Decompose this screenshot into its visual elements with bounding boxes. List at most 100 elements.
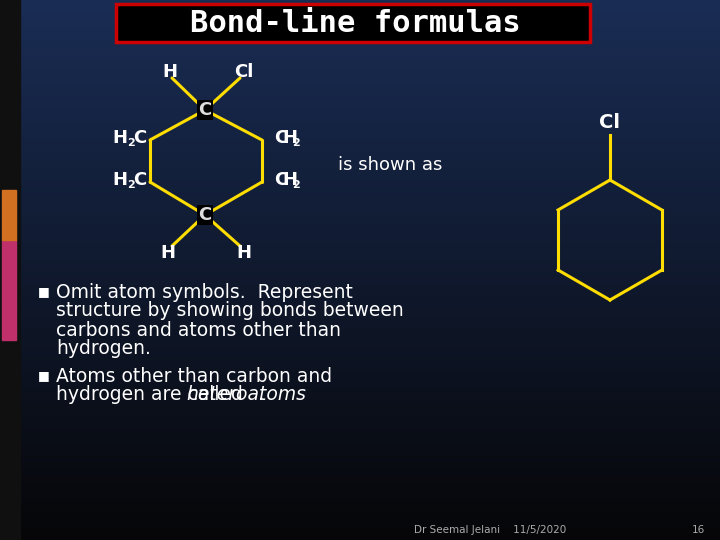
Bar: [0, 31, 720, 36]
Text: ■: ■: [38, 286, 50, 299]
Bar: [0, 28, 720, 32]
Bar: [0, 230, 720, 234]
Bar: [0, 507, 720, 511]
Text: heteroatoms: heteroatoms: [186, 386, 306, 404]
Bar: [0, 262, 720, 266]
Bar: [0, 521, 720, 525]
Bar: [0, 68, 720, 72]
Bar: [0, 0, 720, 4]
Bar: [0, 6, 720, 11]
Bar: [0, 17, 720, 22]
Bar: [0, 129, 720, 133]
Bar: [0, 345, 720, 349]
Bar: [0, 384, 720, 389]
Bar: [0, 392, 720, 396]
Bar: [0, 413, 720, 417]
Bar: [0, 92, 720, 97]
Bar: [0, 219, 720, 223]
Bar: [0, 409, 720, 414]
Bar: [0, 312, 720, 317]
Text: H: H: [236, 244, 251, 262]
Bar: [0, 42, 720, 47]
Bar: [0, 132, 720, 137]
Bar: [0, 200, 720, 205]
Text: carbons and atoms other than: carbons and atoms other than: [56, 321, 341, 340]
Text: Cl: Cl: [234, 63, 253, 81]
Bar: [0, 276, 720, 281]
FancyBboxPatch shape: [116, 4, 590, 42]
Bar: [0, 215, 720, 220]
Bar: [0, 89, 720, 93]
Text: H: H: [282, 129, 297, 147]
Bar: [0, 388, 720, 393]
Bar: [0, 453, 720, 457]
Bar: [0, 183, 720, 187]
Bar: [0, 348, 720, 353]
Bar: [0, 154, 720, 158]
Bar: [0, 535, 720, 540]
Bar: [0, 291, 720, 295]
Bar: [0, 150, 720, 155]
Bar: [0, 427, 720, 432]
Bar: [0, 485, 720, 490]
Bar: [0, 298, 720, 302]
Bar: [0, 165, 720, 169]
Bar: [0, 355, 720, 360]
Text: hydrogen are called: hydrogen are called: [56, 386, 249, 404]
Bar: [0, 395, 720, 400]
Text: H: H: [282, 171, 297, 189]
Bar: [0, 111, 720, 115]
Bar: [0, 100, 720, 104]
Bar: [0, 10, 720, 15]
Bar: [0, 532, 720, 536]
Text: Atoms other than carbon and: Atoms other than carbon and: [56, 367, 332, 386]
Bar: [0, 35, 720, 39]
Bar: [0, 446, 720, 450]
Bar: [0, 237, 720, 241]
Bar: [0, 359, 720, 363]
Bar: [0, 463, 720, 468]
Bar: [0, 197, 720, 201]
Bar: [0, 172, 720, 177]
Bar: [0, 254, 720, 259]
Bar: [0, 338, 720, 342]
Bar: [0, 334, 720, 339]
Bar: [0, 316, 720, 320]
Bar: [0, 71, 720, 76]
Bar: [0, 449, 720, 454]
Text: hydrogen.: hydrogen.: [56, 340, 151, 359]
Bar: [0, 114, 720, 119]
Bar: [0, 514, 720, 518]
Bar: [0, 492, 720, 497]
Bar: [0, 78, 720, 83]
Bar: [0, 161, 720, 166]
Bar: [0, 251, 720, 255]
Bar: [0, 370, 720, 374]
Bar: [0, 0, 20, 540]
Bar: [0, 146, 720, 151]
Bar: [0, 222, 720, 227]
Bar: [0, 528, 720, 533]
Text: ■: ■: [38, 369, 50, 382]
Bar: [0, 21, 720, 25]
Text: structure by showing bonds between: structure by showing bonds between: [56, 301, 404, 321]
Bar: [0, 3, 720, 7]
Bar: [0, 186, 720, 191]
Bar: [0, 362, 720, 367]
Text: 2: 2: [292, 180, 300, 190]
Bar: [0, 265, 720, 270]
Text: Bond-line formulas: Bond-line formulas: [189, 9, 521, 37]
Bar: [0, 179, 720, 184]
Bar: [0, 107, 720, 112]
Bar: [0, 46, 720, 50]
Bar: [0, 524, 720, 529]
Bar: [0, 294, 720, 299]
Text: H: H: [112, 129, 127, 147]
Bar: [0, 211, 720, 216]
Bar: [0, 456, 720, 461]
Bar: [0, 287, 720, 292]
Bar: [0, 474, 720, 479]
Bar: [0, 305, 720, 309]
Bar: [0, 470, 720, 475]
Text: 2: 2: [127, 138, 135, 148]
